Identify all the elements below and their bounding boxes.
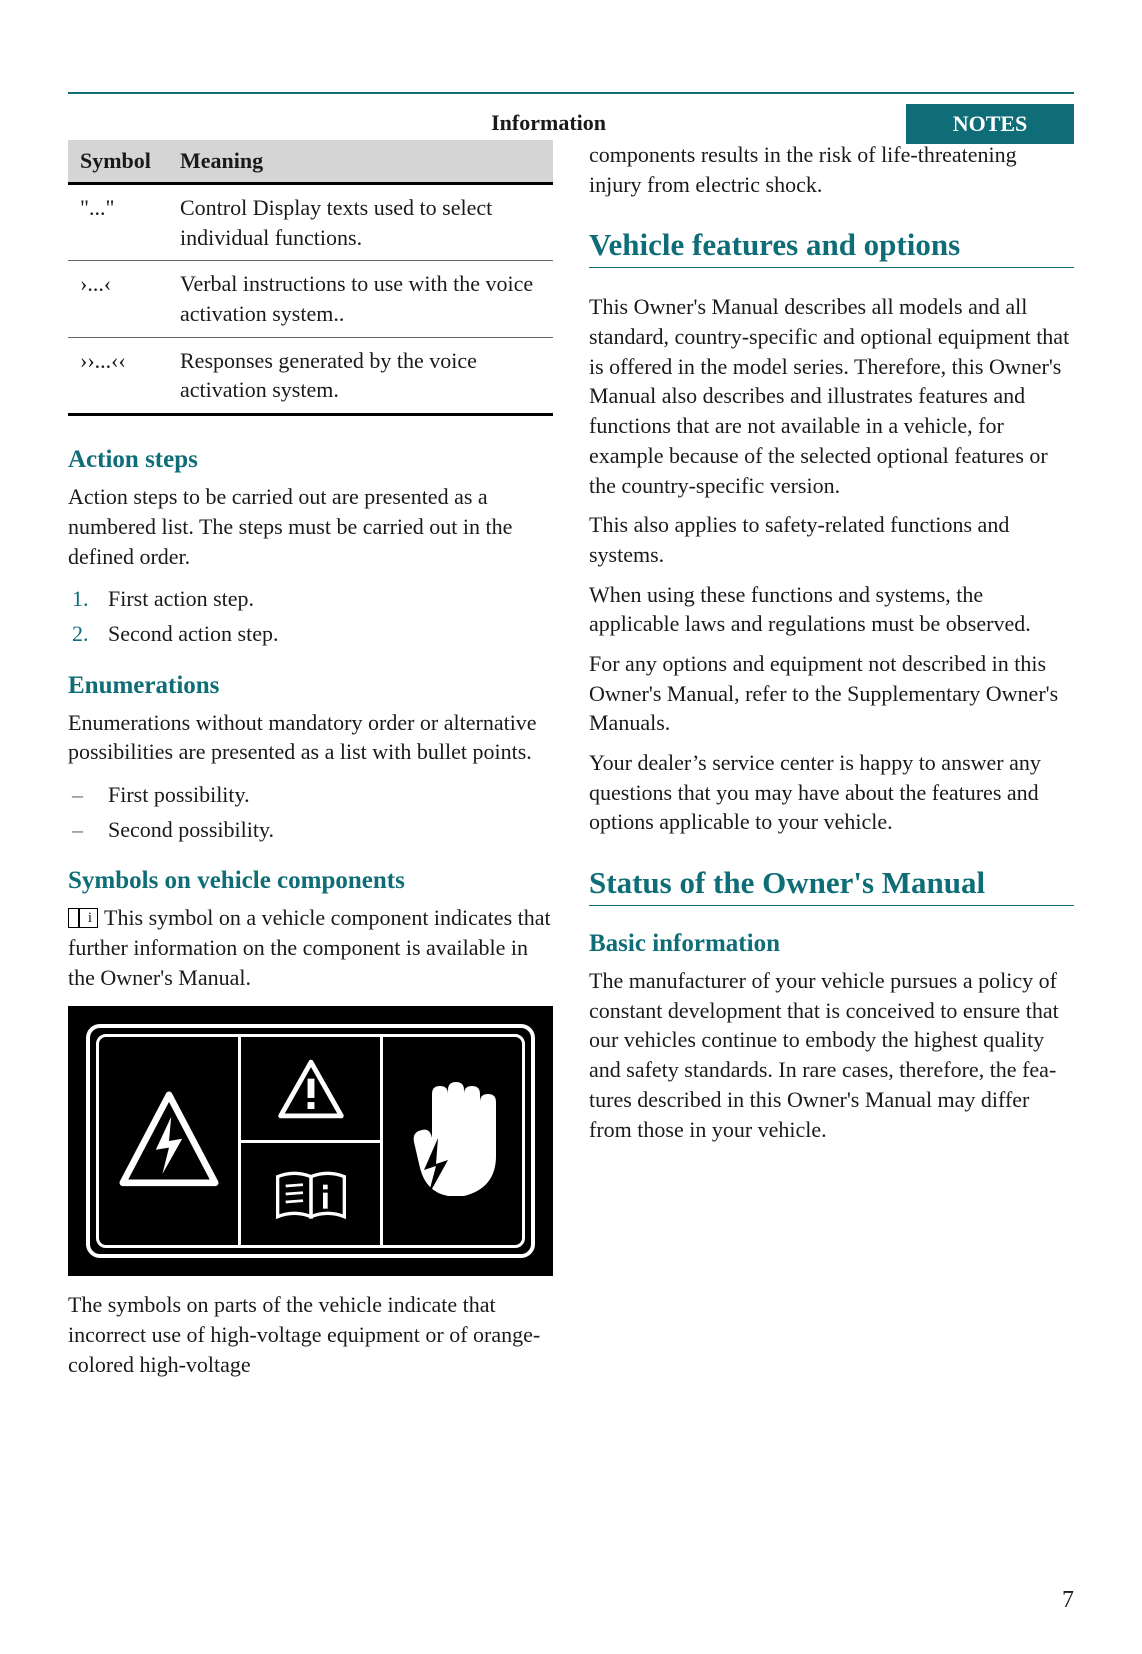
warning-mid-column: [238, 1037, 383, 1245]
spacer: [589, 274, 1074, 292]
header-section-label: Information: [491, 110, 606, 136]
symbol-table: Symbol Meaning "..." Control Display tex…: [68, 140, 553, 416]
paragraph: The symbols on parts of the vehicle indi…: [68, 1290, 553, 1379]
warning-triangle-icon: [241, 1037, 380, 1143]
list-item: 2. Second action step.: [68, 616, 553, 651]
page-content: Symbol Meaning "..." Control Display tex…: [68, 140, 1074, 1564]
table-cell-symbol: "...": [68, 184, 168, 261]
paragraph: For any options and equipment not descri…: [589, 649, 1074, 738]
ordered-list: 1. First action step. 2. Second action ste…: [68, 581, 553, 651]
left-column: Symbol Meaning "..." Control Display tex…: [68, 140, 553, 1564]
list-text: Second action step.: [108, 621, 278, 646]
unordered-list: First possibility. Second possibility.: [68, 777, 553, 847]
table-cell-meaning: Control Display texts used to select ind…: [168, 184, 553, 261]
paragraph: This symbol on a vehicle component indic…: [68, 903, 553, 992]
heading-enumerations: Enumerations: [68, 672, 553, 700]
table-head-symbol: Symbol: [68, 140, 168, 184]
page-number: 7: [1062, 1587, 1074, 1614]
table-cell-symbol: ›...‹: [68, 261, 168, 337]
table-head-meaning: Meaning: [168, 140, 553, 184]
page-header: Information NOTES: [0, 52, 1142, 92]
symbols-intro-text: This symbol on a vehicle component indic…: [68, 905, 551, 989]
heading-action-steps: Action steps: [68, 446, 553, 474]
table-cell-meaning: Responses generated by the voice activat…: [168, 337, 553, 414]
paragraph-continuation: components results in the risk of life-t…: [589, 140, 1074, 199]
table-cell-meaning: Verbal instructions to use with the voic…: [168, 261, 553, 337]
list-number: 2.: [72, 616, 89, 651]
heading-symbols-on-components: Symbols on vehicle components: [68, 867, 553, 895]
list-item: Second possibility.: [68, 812, 553, 847]
heading-status: Status of the Owner's Manual: [589, 865, 1074, 906]
hand-shock-icon: [383, 1037, 522, 1245]
heading-basic-information: Basic information: [589, 930, 1074, 958]
list-item: 1. First action step.: [68, 581, 553, 616]
warning-inner: [96, 1034, 525, 1248]
warning-label-image: [68, 1006, 553, 1276]
list-number: 1.: [72, 581, 89, 616]
paragraph: Enumerations without mandatory order or …: [68, 708, 553, 767]
table-cell-symbol: ››...‹‹: [68, 337, 168, 414]
table-row: ›...‹ Verbal instructions to use with th…: [68, 261, 553, 337]
paragraph: This Owner's Manual describes all models…: [589, 292, 1074, 500]
heading-vehicle-features: Vehicle features and options: [589, 227, 1074, 268]
paragraph: This also applies to safety-related func…: [589, 510, 1074, 569]
paragraph: When using these functions and systems, …: [589, 580, 1074, 639]
list-item: First possibility.: [68, 777, 553, 812]
header-rule: [68, 92, 1074, 94]
manual-book-icon: [241, 1143, 380, 1246]
warning-frame: [86, 1024, 535, 1258]
right-column: components results in the risk of life-t…: [589, 140, 1074, 1564]
paragraph: Action steps to be carried out are prese…: [68, 482, 553, 571]
paragraph: The manufacturer of your vehicle pursues…: [589, 966, 1074, 1144]
high-voltage-icon: [99, 1037, 238, 1245]
manual-info-icon: [68, 908, 98, 928]
table-row: ››...‹‹ Responses generated by the voice…: [68, 337, 553, 414]
table-row: "..." Control Display texts used to sele…: [68, 184, 553, 261]
paragraph: Your dealer’s service center is happy to…: [589, 748, 1074, 837]
header-notes-tab: NOTES: [906, 104, 1074, 144]
list-text: First action step.: [108, 586, 254, 611]
